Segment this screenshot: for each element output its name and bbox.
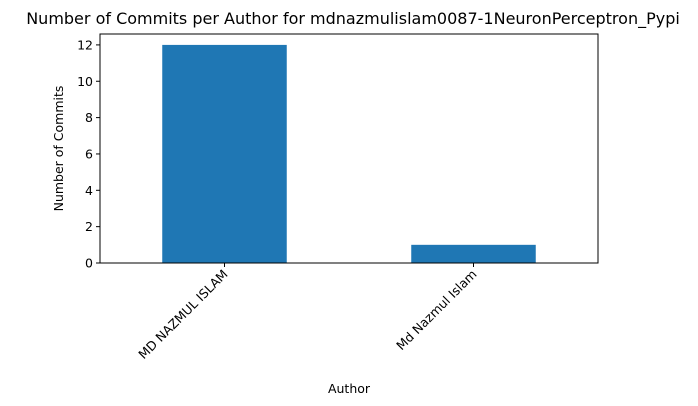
x-axis-label: Author	[328, 381, 371, 396]
x-axis: MD NAZMUL ISLAM Md Nazmul Islam	[135, 263, 480, 362]
y-tick-label: 6	[85, 146, 93, 161]
x-tick-label: MD NAZMUL ISLAM	[135, 267, 230, 362]
y-tick-label: 4	[85, 183, 93, 198]
plot-frame	[99, 33, 599, 264]
x-tick-label: Md Nazmul Islam	[393, 267, 479, 353]
y-axis-label: Number of Commits	[51, 86, 66, 212]
y-tick-label: 8	[85, 110, 93, 125]
y-axis: 0 2 4 6 8 10 12	[77, 37, 100, 271]
chart-title: Number of Commits per Author for mdnazmu…	[26, 9, 680, 29]
y-tick-label: 12	[77, 37, 93, 52]
bars-group	[162, 44, 536, 264]
y-tick-label: 0	[85, 256, 93, 271]
bar-1	[411, 244, 536, 263]
y-tick-label: 10	[77, 74, 93, 89]
y-tick-label: 2	[85, 219, 93, 234]
bar-0	[162, 44, 287, 264]
